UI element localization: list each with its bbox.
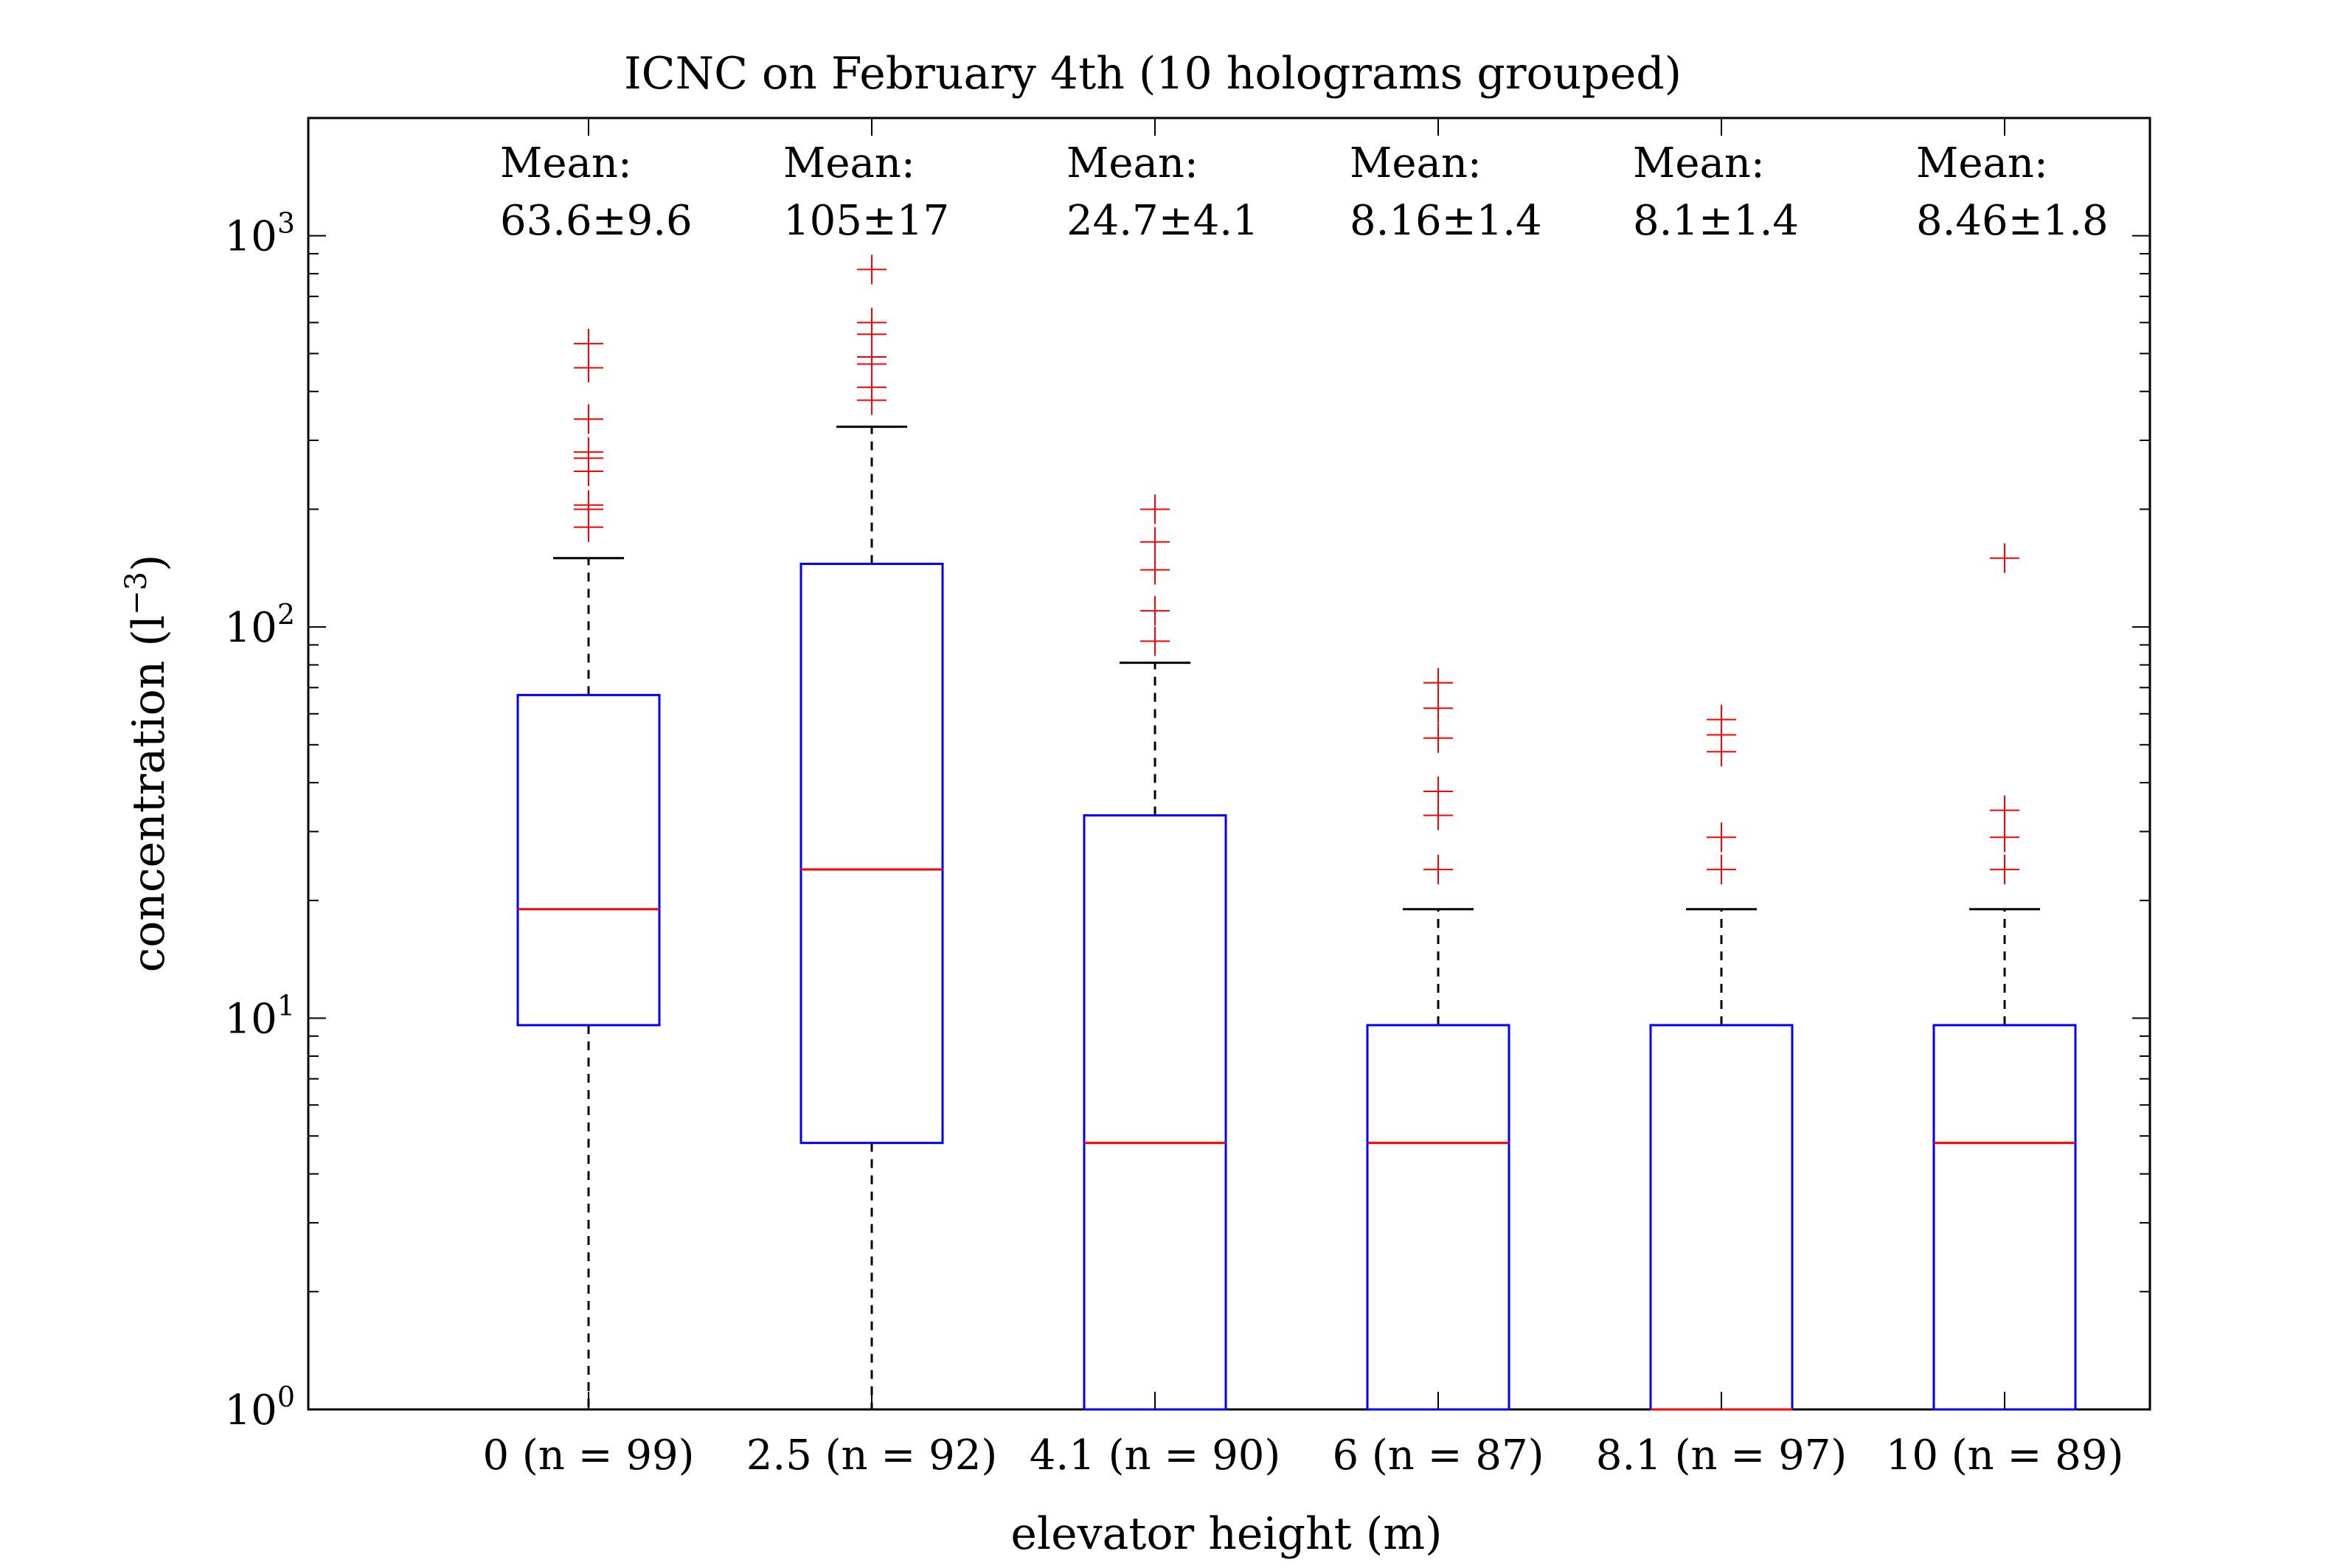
mean-value: 8.46±1.8	[1916, 197, 2109, 245]
mean-heading: Mean:	[1350, 139, 1482, 187]
y-tick-exponent: 1	[277, 990, 295, 1022]
outlier-marker	[574, 404, 603, 434]
outlier-marker	[1140, 596, 1170, 626]
outlier-marker	[1423, 723, 1453, 753]
outlier-marker	[1990, 795, 2019, 825]
y-tick-label: 100	[225, 1381, 295, 1435]
x-axis: 0 (n = 99) 2.5 (n = 92) 4.1 (n = 90) 6 (n =…	[483, 118, 2124, 1479]
box-series: Mean:63.6±9.6Mean:105±17Mean:24.7±4.1Mea…	[500, 139, 2109, 1411]
y-tick-exponent: 0	[277, 1381, 295, 1413]
x-tick-label: 2.5 (n = 92)	[746, 1432, 997, 1479]
iqr-box	[1366, 1024, 1510, 1411]
y-tick-base: 10	[225, 604, 277, 652]
outlier-marker	[1990, 854, 2019, 884]
box-group: Mean: 8.46±1.8	[1916, 139, 2109, 1411]
box-group: Mean: 24.7±4.1	[1066, 139, 1259, 1411]
y-axis-label-end: )	[123, 555, 175, 572]
mean-value: 105±17	[783, 197, 949, 245]
iqr-box	[1932, 1024, 2077, 1411]
y-axis-label-exponent: −3	[119, 572, 153, 615]
chart-title: ICNC on February 4th (10 holograms group…	[624, 48, 1682, 100]
mean-value: 8.1±1.4	[1633, 197, 1799, 245]
iqr-box	[799, 563, 944, 1145]
box-group: Mean: 8.1±1.4	[1633, 139, 1799, 1411]
y-axis-label: concentration (l−3)	[119, 555, 175, 973]
x-tick-label: 10 (n = 89)	[1886, 1432, 2124, 1479]
outlier-marker	[574, 328, 603, 358]
iqr-box	[1649, 1024, 1794, 1411]
y-tick-base: 10	[225, 1387, 277, 1435]
outlier-marker	[574, 437, 603, 467]
outlier-marker	[574, 490, 603, 520]
outlier-marker	[1707, 854, 1736, 884]
box-group: Mean: 63.6±9.6	[500, 139, 693, 1411]
outlier-marker	[1707, 704, 1736, 735]
outlier-marker	[857, 254, 887, 285]
y-tick-base: 10	[225, 213, 277, 261]
mean-heading: Mean:	[1633, 139, 1765, 187]
x-tick-label: 6 (n = 87)	[1333, 1432, 1544, 1479]
mean-heading: Mean:	[1916, 139, 2048, 187]
outlier-marker	[1140, 555, 1170, 585]
y-tick-base: 10	[225, 996, 277, 1044]
outlier-marker	[1990, 822, 2019, 853]
box-group: Mean: 8.16±1.4	[1350, 139, 1542, 1411]
x-tick-label: 8.1 (n = 97)	[1596, 1432, 1847, 1479]
outlier-marker	[857, 308, 887, 338]
outlier-marker	[1140, 626, 1170, 656]
outlier-marker	[1140, 527, 1170, 557]
y-tick-exponent: 2	[277, 598, 295, 631]
mean-value: 8.16±1.4	[1350, 197, 1542, 245]
mean-heading: Mean:	[1066, 139, 1198, 187]
mean-heading: Mean:	[783, 139, 915, 187]
outlier-marker	[1423, 693, 1453, 724]
mean-heading: Mean:	[500, 139, 632, 187]
outlier-marker	[1990, 543, 2019, 573]
iqr-box	[1083, 814, 1227, 1411]
outlier-marker	[1423, 667, 1453, 698]
outlier-marker	[1140, 494, 1170, 524]
outlier-marker	[1707, 822, 1736, 853]
y-tick-label: 103	[225, 207, 295, 261]
y-tick-label: 102	[225, 598, 295, 652]
x-axis-label: elevator height (m)	[1010, 1508, 1442, 1560]
y-tick-exponent: 3	[277, 207, 295, 240]
iqr-box	[516, 693, 661, 1027]
y-tick-label: 101	[225, 990, 295, 1044]
x-tick-label: 0 (n = 99)	[483, 1432, 695, 1479]
box-group: Mean: 105±17	[783, 139, 949, 1411]
mean-value: 24.7±4.1	[1066, 197, 1259, 245]
outlier-marker	[1423, 854, 1453, 884]
plot-area	[307, 117, 2151, 1411]
x-tick-label: 4.1 (n = 90)	[1030, 1432, 1280, 1479]
mean-value: 63.6±9.6	[500, 197, 693, 245]
outlier-marker	[1423, 777, 1453, 807]
y-axis-label-main: concentration (l	[123, 615, 175, 972]
